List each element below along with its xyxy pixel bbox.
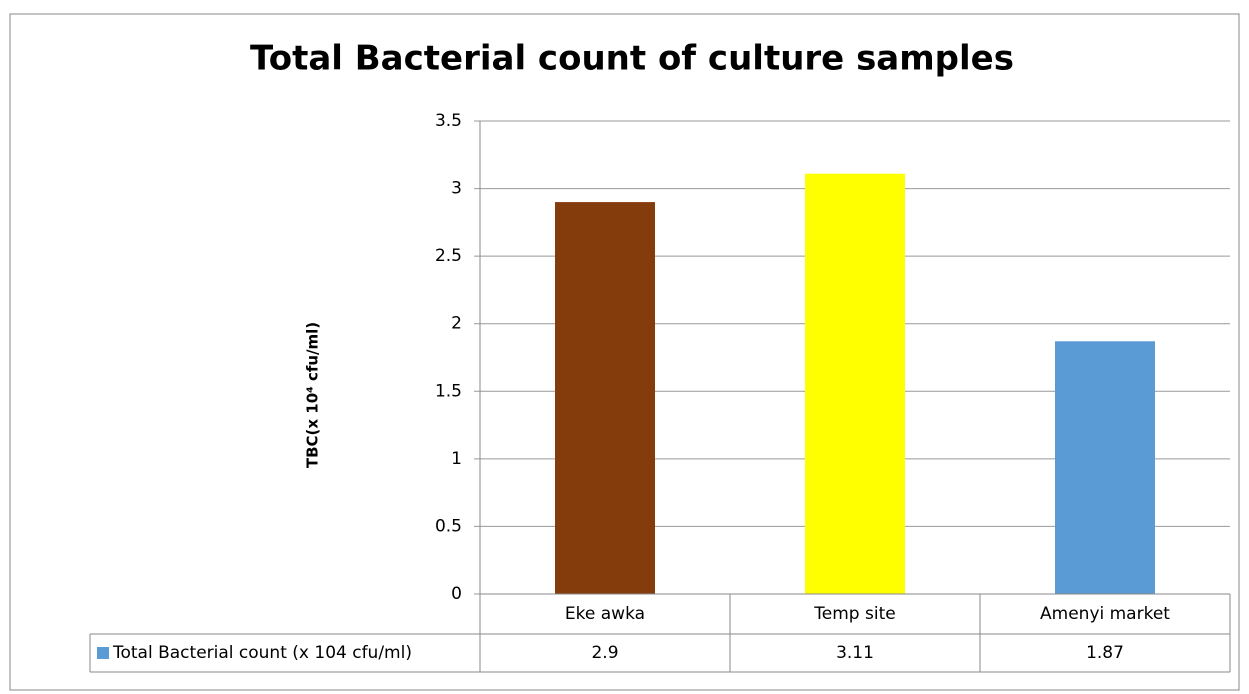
x-tick-label: Amenyi market [1040,604,1170,624]
x-tick-label: Temp site [813,604,895,624]
y-axis-label: TBC(x 10⁴ cfu/ml) [304,322,322,468]
table-value: 2.9 [591,643,618,663]
table-value: 1.87 [1086,643,1124,663]
y-tick-label: 2 [451,314,462,334]
y-tick-label: 3.5 [435,111,462,131]
bar [805,173,905,594]
bar [1055,341,1155,594]
y-tick-label: 0 [451,584,462,604]
legend-label: Total Bacterial count (x 104 cfu/ml) [112,643,412,663]
table-value: 3.11 [836,643,874,663]
y-tick-label: 1.5 [435,381,462,401]
y-tick-label: 1 [451,449,462,469]
y-tick-label: 2.5 [435,246,462,266]
y-tick-label: 3 [451,179,462,199]
y-tick-label: 0.5 [435,516,462,536]
chart-title: Total Bacterial count of culture samples [250,39,1014,79]
x-tick-label: Eke awka [565,604,645,624]
legend-key [97,647,109,659]
bar [555,202,655,595]
